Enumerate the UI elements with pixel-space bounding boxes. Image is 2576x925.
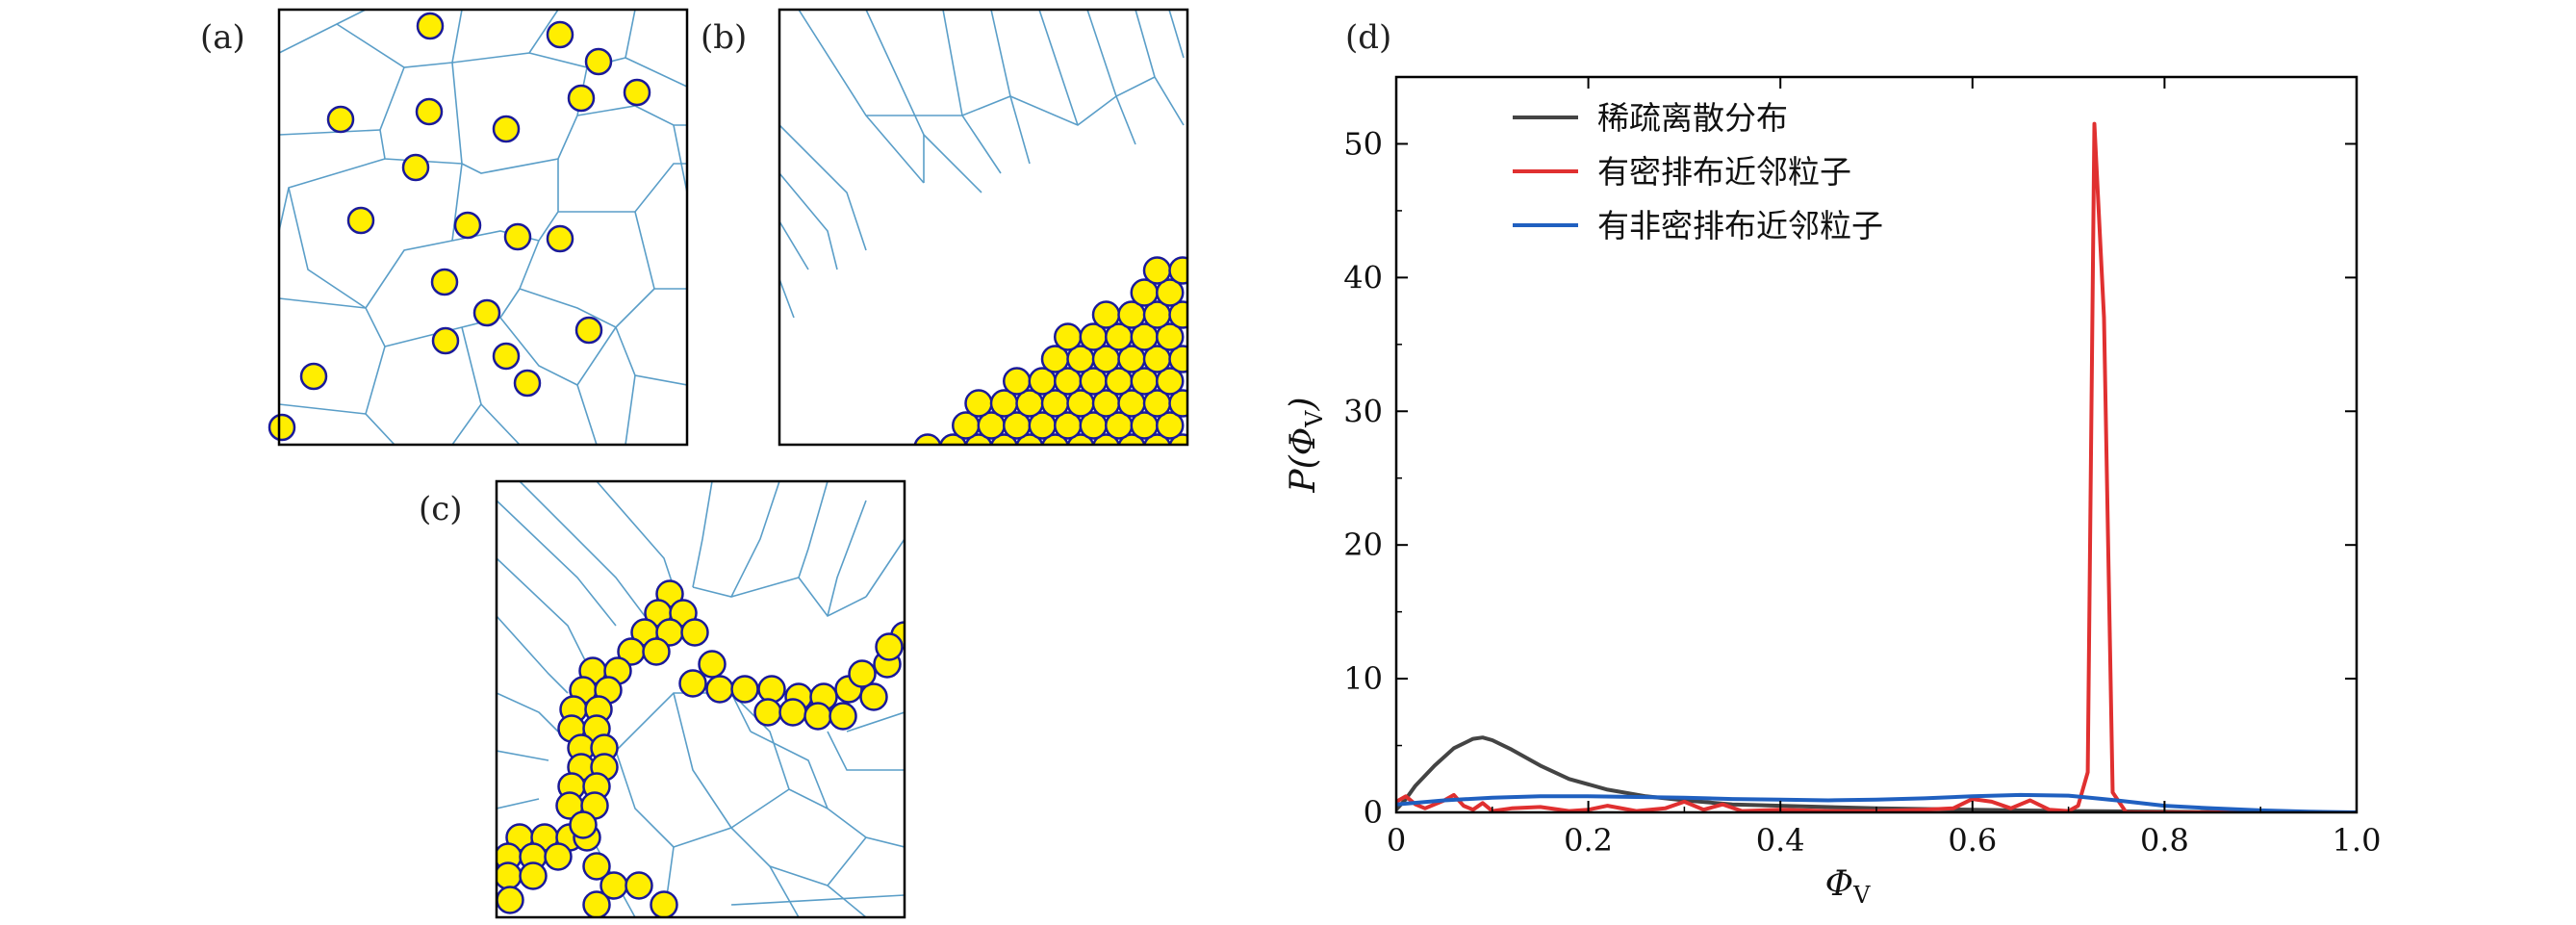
plot-area: 0 0.2 0.4 0.6 0.8 1.0 0 10 20 30 40 50	[1343, 75, 2381, 859]
y-tick-label: 20	[1343, 527, 1383, 563]
panel-b-particles	[913, 256, 1187, 445]
particle	[730, 675, 759, 704]
series-line-2	[1396, 792, 2357, 812]
panel-b-frame	[778, 8, 1189, 447]
particle	[582, 852, 611, 881]
particle	[642, 637, 671, 666]
panel-c-label: (c)	[419, 490, 463, 528]
particle	[680, 618, 709, 647]
panel-c-particles	[497, 579, 905, 917]
panel-a-label: (a)	[200, 18, 245, 57]
y-axis-paren: )	[1284, 397, 1323, 411]
legend: 稀疏离散分布 有密排布近邻粒子 有非密排布近邻粒子	[1513, 99, 1883, 244]
particle	[778, 698, 807, 727]
y-tick-label: 10	[1343, 660, 1383, 697]
particle	[705, 675, 734, 704]
particle	[625, 871, 653, 900]
particle	[803, 702, 832, 731]
particle	[698, 650, 727, 679]
particle	[1156, 411, 1185, 440]
plot-frame	[1394, 75, 2359, 814]
panel-a	[268, 8, 689, 447]
panel-a-voronoi	[279, 10, 687, 445]
particle	[1054, 322, 1083, 351]
panel-b-label: (b)	[701, 18, 747, 57]
particle	[753, 698, 782, 727]
series-line-1	[1396, 121, 2357, 812]
particle	[1168, 256, 1187, 285]
particle	[1168, 389, 1187, 418]
particle	[964, 389, 993, 418]
particle	[1142, 256, 1172, 285]
particle	[1156, 322, 1185, 351]
x-tick-label: 1.0	[2333, 822, 2382, 859]
particle	[859, 682, 888, 711]
particle	[497, 886, 524, 914]
panel-b	[778, 8, 1189, 447]
particle	[875, 632, 904, 661]
x-axis-title: ΦV	[1825, 864, 1872, 909]
x-tick-label: 0.4	[1756, 822, 1805, 859]
particle	[829, 702, 857, 731]
particle	[678, 669, 707, 698]
particle	[544, 842, 573, 871]
x-tick-label: 0.6	[1948, 822, 1997, 859]
panel-c-frame	[495, 479, 906, 919]
y-axis-symbol: P(Φ	[1284, 427, 1323, 494]
particle	[757, 675, 786, 704]
y-axis-title: P(ΦV)	[1284, 397, 1328, 493]
y-tick-label: 0	[1364, 794, 1383, 831]
particle	[569, 810, 598, 839]
panel-b-voronoi	[779, 10, 1185, 319]
particle	[1003, 367, 1032, 396]
x-tick-label: 0.8	[2140, 822, 2189, 859]
x-tick-label: 0	[1387, 822, 1406, 859]
particle	[1168, 345, 1187, 373]
x-axis-symbol: Φ	[1825, 864, 1854, 904]
legend-label-sparse: 稀疏离散分布	[1597, 99, 1788, 137]
particle	[650, 890, 678, 917]
panel-d-label: (d)	[1345, 18, 1391, 57]
x-axis-subscript: V	[1852, 882, 1871, 909]
panel-a-frame	[277, 8, 689, 447]
particle	[848, 659, 877, 688]
y-tick-label: 40	[1343, 259, 1383, 295]
particle	[497, 861, 523, 890]
tick-layer: 0 0.2 0.4 0.6 0.8 1.0 0 10 20 30 40 50	[1343, 77, 2381, 859]
y-axis-subscript: V	[1301, 410, 1328, 428]
particle	[913, 433, 942, 445]
particle	[1091, 300, 1121, 329]
particle	[1156, 367, 1185, 396]
series-layer	[1396, 121, 2357, 812]
series-line-0	[1396, 735, 2357, 812]
panel-c	[495, 479, 906, 919]
y-tick-label: 50	[1343, 125, 1383, 162]
panel-a-particles	[268, 12, 651, 442]
y-tick-label: 30	[1343, 393, 1383, 429]
particle	[582, 890, 611, 917]
particle	[1168, 433, 1187, 445]
particle	[1156, 278, 1185, 307]
particle	[519, 861, 548, 890]
legend-label-dense: 有密排布近邻粒子	[1597, 153, 1851, 191]
particle	[1168, 300, 1187, 329]
legend-label-nondense: 有非密排布近邻粒子	[1597, 207, 1883, 244]
x-tick-label: 0.2	[1564, 822, 1613, 859]
